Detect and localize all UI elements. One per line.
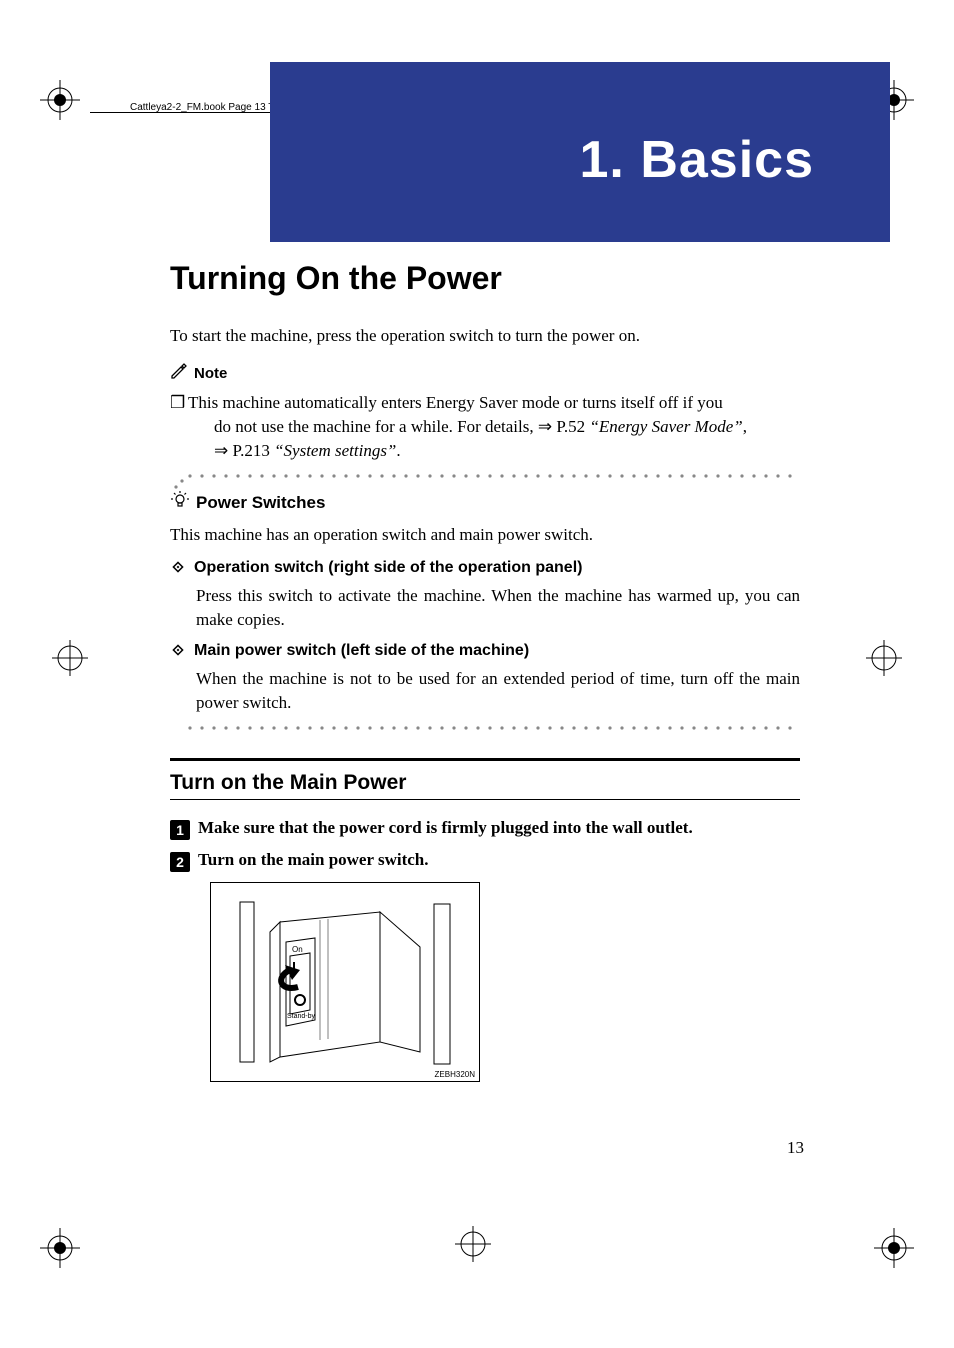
diamond-bullet-icon xyxy=(170,559,186,580)
reg-mark-bottom xyxy=(455,1226,491,1262)
step-2: 2 Turn on the main power switch. xyxy=(170,850,800,872)
reg-mark-left xyxy=(52,640,88,676)
step-number-icon: 2 xyxy=(170,852,190,872)
dots-divider-bottom xyxy=(170,724,800,734)
step-number-icon: 1 xyxy=(170,820,190,840)
note-line2-ital: “System settings” xyxy=(274,441,396,460)
op-switch-label: Operation switch (right side of the oper… xyxy=(194,559,582,577)
h2-rule-thin xyxy=(170,799,800,800)
square-bullet-icon: ❒ xyxy=(170,391,188,415)
lightbulb-icon xyxy=(170,490,190,515)
reg-mark-right xyxy=(866,640,902,676)
subsection-heading: Turn on the Main Power xyxy=(170,771,800,795)
chapter-title: 1. Basics xyxy=(580,130,815,190)
note-line1b-suffix: , xyxy=(743,417,747,436)
reg-mark-br xyxy=(874,1228,914,1268)
section-heading: Turning On the Power xyxy=(170,260,800,297)
reg-mark-tl xyxy=(40,80,80,120)
h2-rule-thick xyxy=(170,758,800,761)
page-number: 13 xyxy=(787,1138,804,1158)
note-line1a: This machine automatically enters Energy… xyxy=(188,393,723,412)
main-switch-body: When the machine is not to be used for a… xyxy=(196,667,800,715)
tip-body: This machine has an operation switch and… xyxy=(170,523,800,547)
intro-paragraph: To start the machine, press the operatio… xyxy=(170,325,800,348)
op-switch-body: Press this switch to activate the machin… xyxy=(196,584,800,632)
main-switch-label: Main power switch (left side of the mach… xyxy=(194,642,529,660)
content-area: Turning On the Power To start the machin… xyxy=(170,260,800,1082)
note-header: Note xyxy=(170,362,800,385)
note-body: ❒This machine automatically enters Energ… xyxy=(170,391,800,462)
note-line1b-prefix: do not use the machine for a while. For … xyxy=(214,417,589,436)
note-label: Note xyxy=(194,365,227,382)
reg-mark-bl xyxy=(40,1228,80,1268)
note-line2-prefix: ⇒ P.213 xyxy=(214,441,274,460)
step-1-text: Make sure that the power cord is firmly … xyxy=(198,818,693,838)
tip-header: Power Switches xyxy=(170,490,800,515)
dots-divider-top xyxy=(170,472,800,482)
svg-text:On: On xyxy=(292,945,303,954)
main-switch-head: Main power switch (left side of the mach… xyxy=(170,642,800,663)
step-1: 1 Make sure that the power cord is firml… xyxy=(170,818,800,840)
note-line2-suffix: . xyxy=(396,441,400,460)
pencil-icon xyxy=(170,362,188,385)
op-switch-head: Operation switch (right side of the oper… xyxy=(170,559,800,580)
step-2-text: Turn on the main power switch. xyxy=(198,850,428,870)
figure-code: ZEBH320N xyxy=(435,1070,475,1079)
tip-title: Power Switches xyxy=(196,493,325,513)
note-line1b-ital: “Energy Saver Mode” xyxy=(589,417,742,436)
diamond-bullet-icon xyxy=(170,642,186,663)
h2-block: Turn on the Main Power xyxy=(170,758,800,800)
power-switch-figure: On Stand-by ZEBH320N xyxy=(210,882,480,1082)
